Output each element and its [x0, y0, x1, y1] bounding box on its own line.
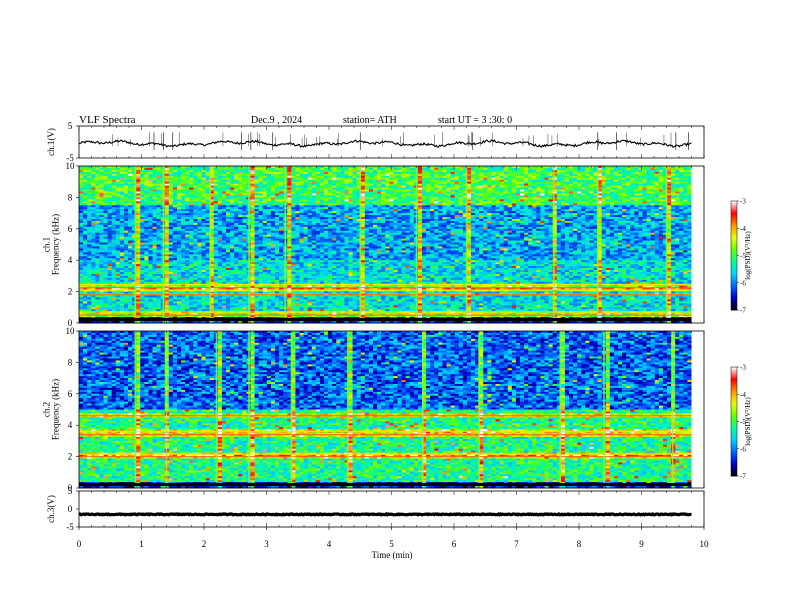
date-label: Dec.9 , 2024 — [251, 115, 302, 126]
ch1-waveform-ytick-label-0: 5 — [68, 121, 73, 131]
station-label: station= ATH — [343, 115, 397, 126]
start-time-label: start UT = 3 :30: 0 — [438, 115, 512, 126]
ch1-waveform-ylabel-line-0: ch.1(V) — [46, 128, 56, 156]
ch1-spectrogram-cells — [79, 166, 692, 323]
figure-title: VLF Spectra — [79, 114, 136, 126]
ch1-waveform-trace — [79, 140, 692, 147]
ch1-waveform-panel: 5-5ch.1(V) — [46, 121, 704, 163]
